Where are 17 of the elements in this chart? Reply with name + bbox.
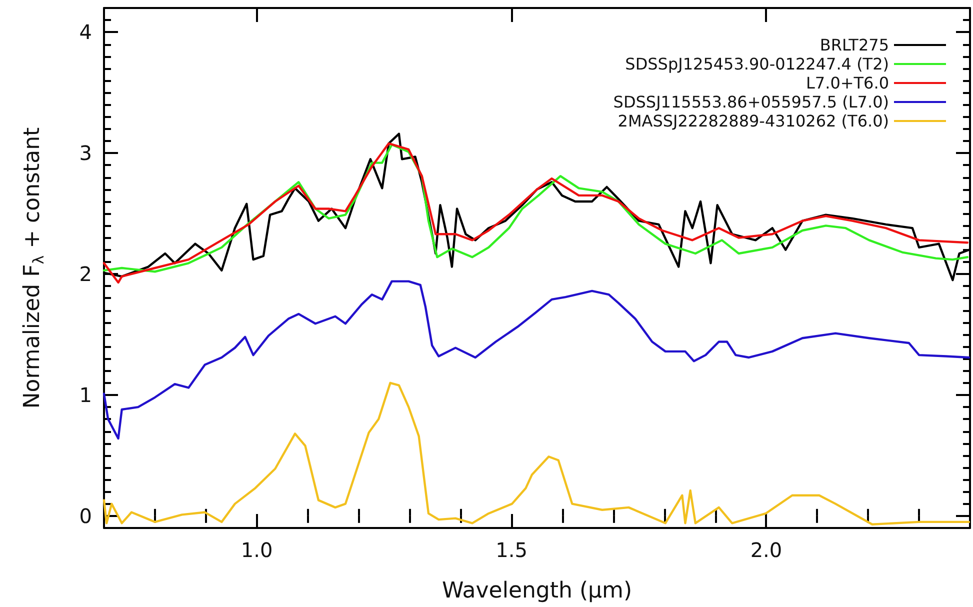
y-tick-label: 2 (79, 262, 92, 286)
y-tick-label: 3 (79, 141, 92, 166)
legend-label: SDSSJ115553.86+055957.5 (L7.0) (613, 92, 889, 112)
line-series (102, 382, 970, 526)
x-tick-label: 1.5 (496, 538, 528, 562)
legend-label: SDSSpJ125453.90-012247.4 (T2) (625, 54, 889, 74)
x-tick-label: 2.0 (750, 538, 782, 562)
y-tick-label: 1 (79, 382, 92, 407)
x-tick-label: 1.0 (240, 538, 273, 562)
legend-label: L7.0+T6.0 (806, 74, 889, 92)
y-axis-title: Normalized Fλ + constant (20, 126, 48, 409)
line-series (102, 280, 970, 440)
y-tick-label: 0 (79, 504, 92, 528)
legend-label: BRLT275 (820, 36, 889, 54)
x-axis-title: Wavelength (μm) (442, 578, 632, 604)
y-tick-label: 4 (79, 20, 92, 44)
legend-label: 2MASSJ22282889-4310262 (T6.0) (618, 112, 889, 130)
